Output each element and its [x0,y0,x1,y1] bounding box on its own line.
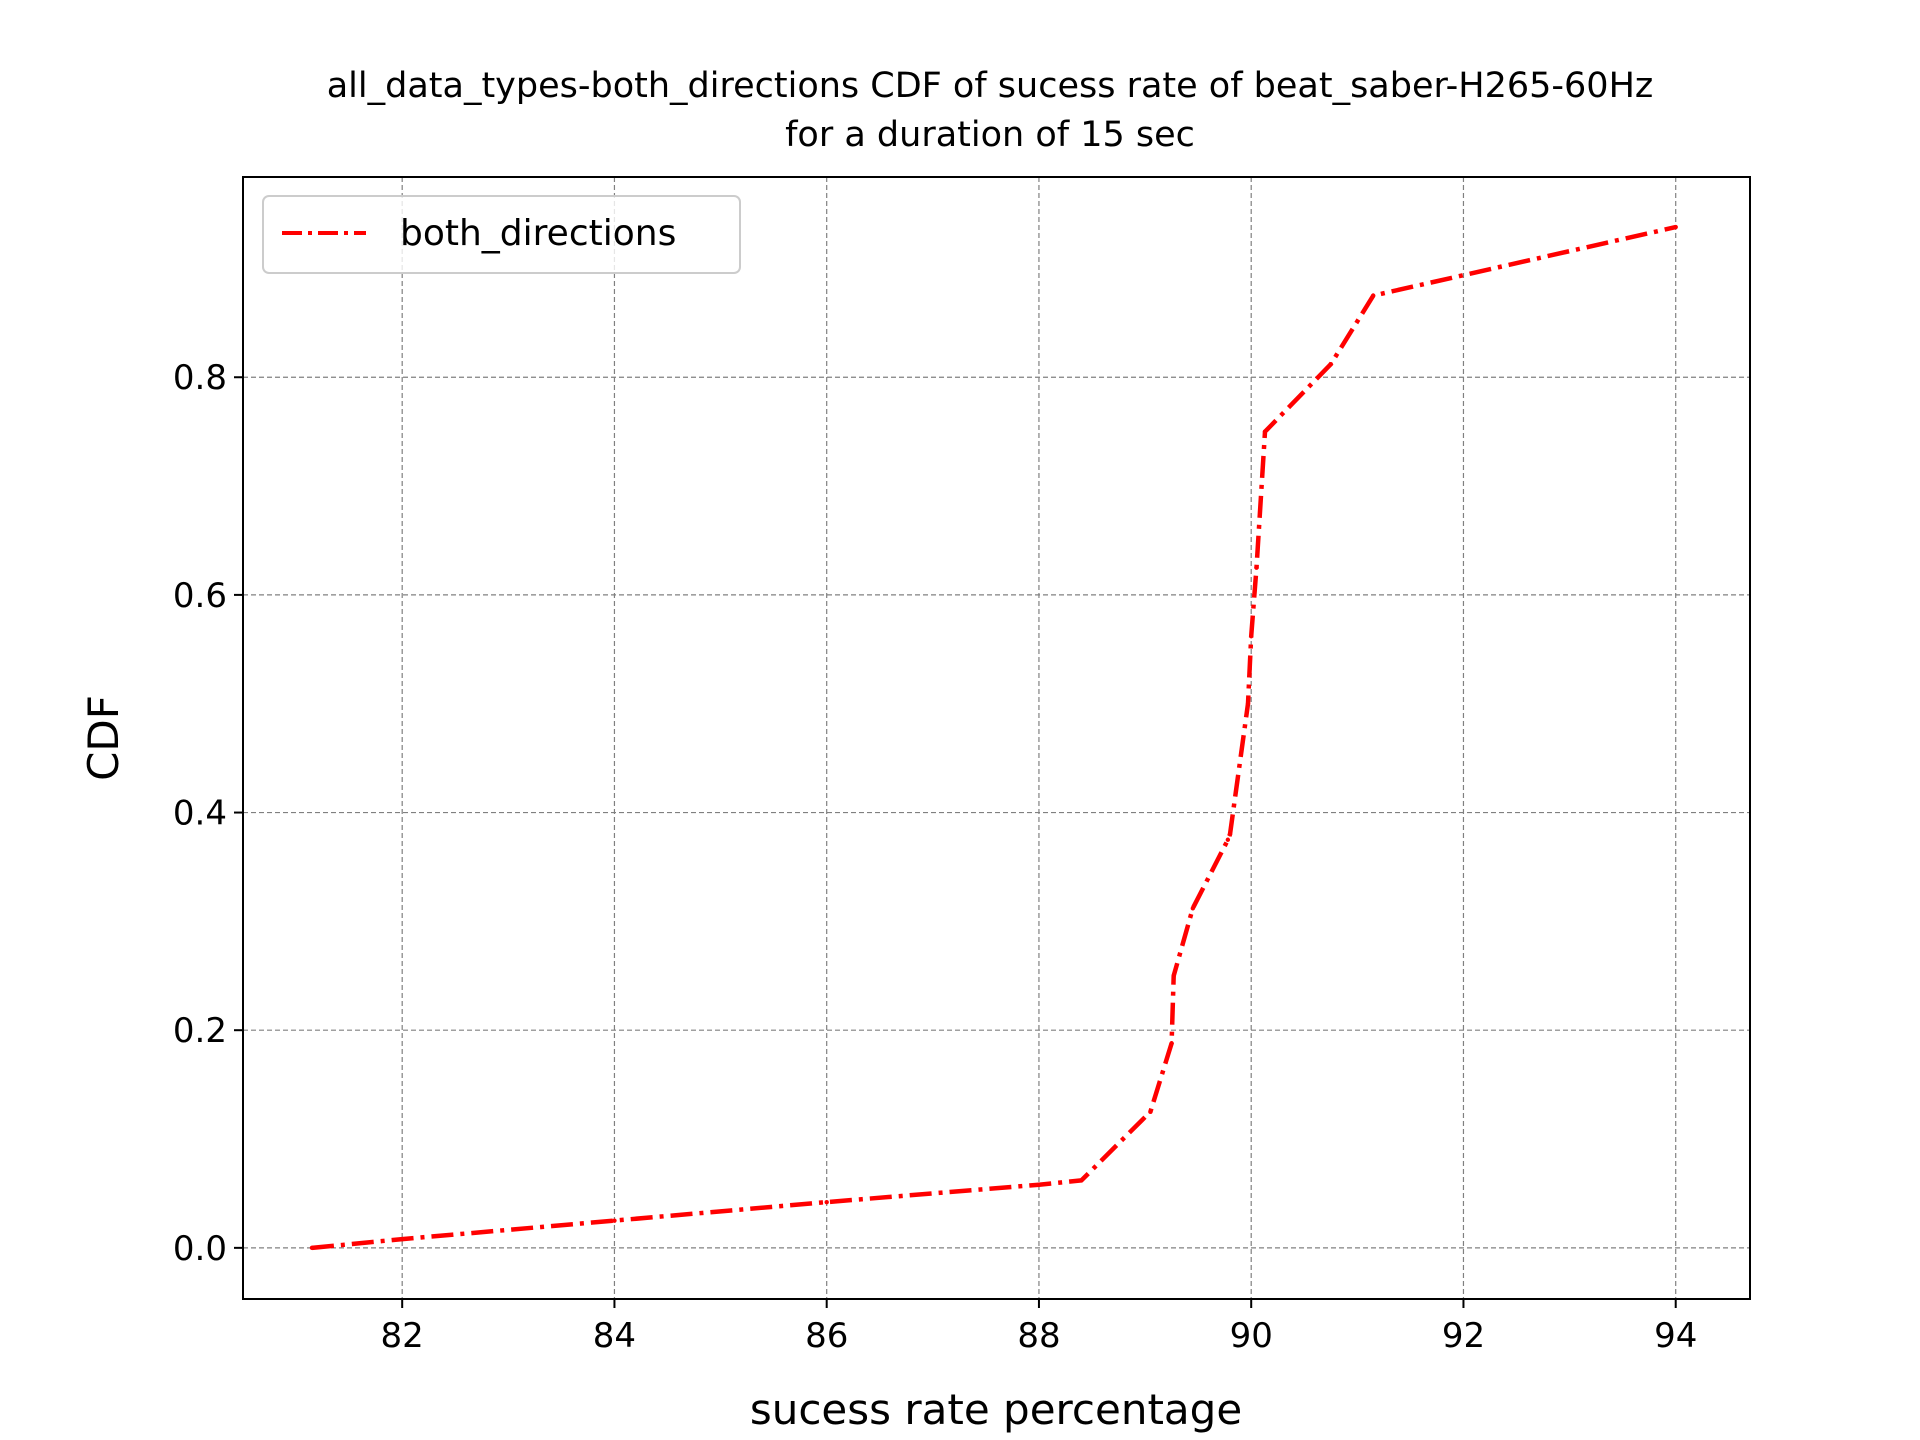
x-axis-label: sucess rate percentage [750,1385,1242,1434]
data-point [1169,1041,1174,1046]
data-point [1079,1178,1084,1183]
y-tick-label: 0.4 [173,794,227,834]
data-point [1371,293,1376,298]
legend: both_directions [262,195,741,274]
y-axis-label: CDF [79,695,128,781]
legend-entry-both-directions: both_directions [400,213,676,254]
chart-subtitle: for a duration of 15 sec [785,115,1195,155]
y-tick-label: 0.2 [173,1011,227,1051]
series-layer [309,224,1678,1251]
data-point [1254,565,1259,570]
data-point [1148,1109,1153,1115]
x-tick-label: 90 [1230,1316,1273,1356]
series-line-both-directions [311,224,1677,1251]
data-point [1225,837,1231,842]
data-point [1190,906,1196,911]
data-point [824,1199,829,1205]
plot-frame [242,176,1751,1300]
data-point [1036,1182,1042,1187]
x-axis-ticks: 82 84 86 88 90 92 94 [381,1299,1697,1356]
legend-frame [262,195,741,274]
y-tick-label: 0.8 [173,358,227,398]
data-point [1328,361,1333,367]
data-point [1245,701,1251,706]
grid-lines [243,177,1750,1299]
x-tick-label: 88 [1017,1316,1060,1356]
x-tick-label: 86 [805,1316,848,1356]
data-point [1262,429,1268,434]
chart-title: all_data_types-both_directions CDF of su… [327,66,1654,106]
y-tick-label: 0.0 [173,1229,227,1269]
x-tick-label: 92 [1442,1316,1485,1356]
x-tick-label: 84 [593,1316,636,1356]
data-point [1171,973,1176,978]
data-point [309,1245,315,1251]
y-axis-ticks: 0.0 0.2 0.4 0.6 0.8 [173,358,243,1269]
x-tick-label: 82 [381,1316,424,1356]
data-point [1227,832,1233,837]
x-tick-label: 94 [1654,1316,1697,1356]
data-point [612,1218,617,1223]
data-point [399,1236,405,1242]
y-tick-label: 0.6 [173,576,227,616]
data-point [1673,224,1678,230]
data-point [1249,634,1254,639]
